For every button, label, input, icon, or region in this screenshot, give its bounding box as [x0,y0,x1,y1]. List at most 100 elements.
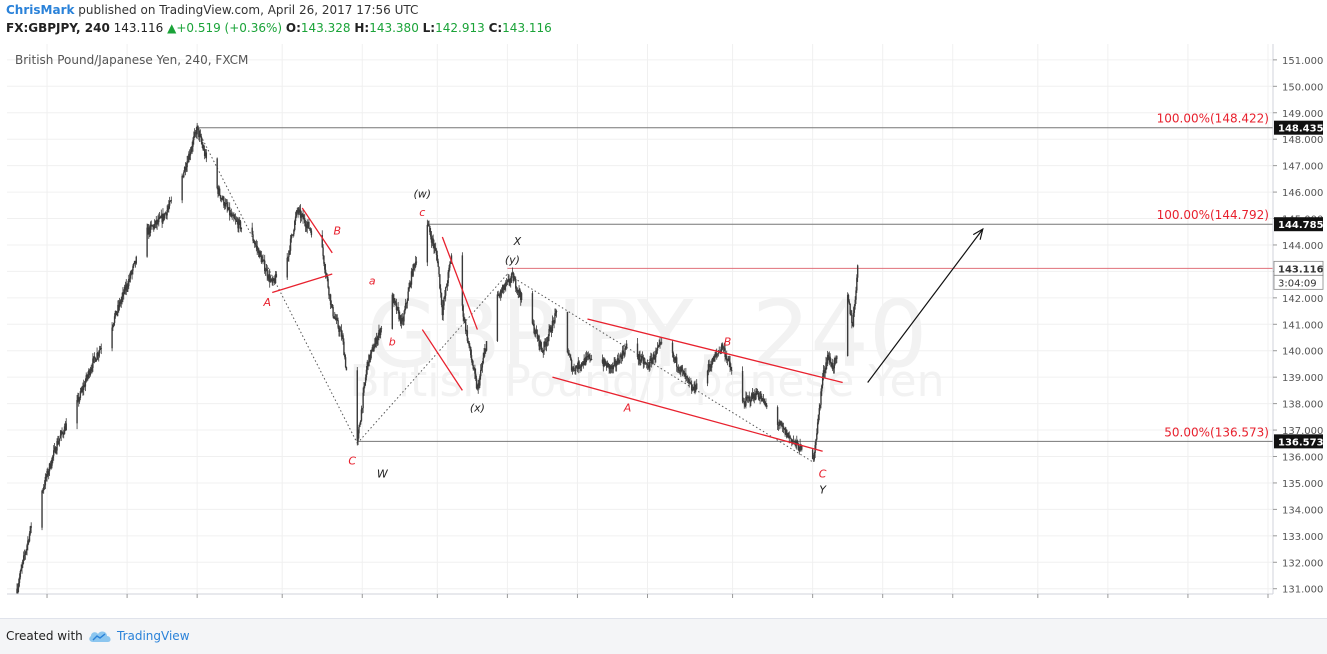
last-price-axis-tag: 143.116 [1278,264,1324,275]
candle-body [41,490,43,528]
candle-body [188,153,190,163]
candle-body [415,261,418,263]
candle-body [648,366,650,368]
candle-body [761,398,764,401]
candle-body [781,426,784,427]
candle-body [431,238,434,243]
candle-body [711,358,714,365]
candle-body [433,243,435,249]
candle-body [745,396,747,406]
candle-body [123,292,125,295]
candle-body [685,373,687,377]
candle-body [439,274,441,289]
candle-body [157,220,159,223]
tradingview-brand-link[interactable]: TradingView [117,629,190,643]
candle-body [640,355,643,361]
candle-body [543,341,545,352]
candle-body [686,376,688,378]
candle-body [436,254,439,262]
candle-body [92,358,94,368]
candle-body [856,277,858,291]
candle-body [185,167,188,171]
candle-body [304,218,306,224]
candle-body [651,359,654,364]
candle-body [799,444,801,452]
candle-body [756,391,758,395]
candle-body [60,431,62,436]
candle-body [581,362,584,365]
candle-body [575,366,578,368]
grid-lines [7,44,1273,594]
candle-body [680,366,683,370]
candle-body [310,230,313,236]
candle-body [125,284,127,291]
candle-body [623,353,625,355]
candle-body [726,359,729,361]
candle-body [449,261,452,264]
candle-body [475,373,477,379]
candle-body [776,407,779,425]
candle-body [568,354,570,355]
candle-body [638,354,640,360]
candle-body [818,408,821,415]
candle-body [447,272,449,284]
candle-body [689,382,691,384]
candle-body [464,320,466,322]
candle-body [782,426,785,429]
candle-body [616,358,619,365]
candle-body [620,355,623,359]
candle-body [472,365,474,369]
candle-body [691,388,694,391]
candle-body [199,134,202,137]
candle-body [819,404,821,409]
candle-body [500,290,502,296]
candle-body [625,343,628,348]
wave-label: b [389,335,396,348]
price-tick-label: 134.000 [1282,505,1323,516]
price-tick-label: 138.000 [1282,400,1323,411]
candle-body [197,125,199,129]
candle-body [692,388,695,390]
candle-body [149,224,152,233]
candle-body [830,361,832,367]
candle-body [834,358,836,360]
candle-body [321,235,323,248]
candle-body [677,367,680,371]
candle-body [25,549,27,554]
candle-body [55,450,57,454]
tradingview-cloud-icon [89,631,111,642]
candle-body [186,161,188,168]
red-trend-line [301,207,333,254]
candle-body [825,362,827,371]
fib-axis-tag: 144.785 [1278,220,1324,231]
candle-body [534,333,536,334]
chart-area[interactable]: GBPJPY, 240 British Pound/Japanese Yen Bri… [7,44,1325,600]
candle-body [275,274,278,278]
wave-label: A [262,296,271,309]
candle-body [726,356,728,361]
candle-body [358,426,360,434]
author-link[interactable]: ChrisMark [6,3,75,17]
candle-body [364,377,367,383]
wave-label: (y) [505,253,520,266]
candle-body [266,268,268,277]
candle-body [200,136,203,142]
candle-body [81,388,83,392]
candle-body [47,471,50,475]
candle-body [750,400,752,403]
candle-body [49,463,52,469]
candle-body [414,261,417,267]
candle-body [238,220,241,222]
candle-body [464,321,467,332]
candle-body [63,434,65,436]
candle-body [325,273,328,276]
candle-body [379,328,382,336]
candle-body [113,322,115,326]
candle-body [65,423,67,431]
price-tick-label: 147.000 [1282,162,1323,173]
candle-body [602,362,605,367]
candle-body [515,279,517,289]
candle-body [189,152,192,156]
candle-body [264,260,266,272]
